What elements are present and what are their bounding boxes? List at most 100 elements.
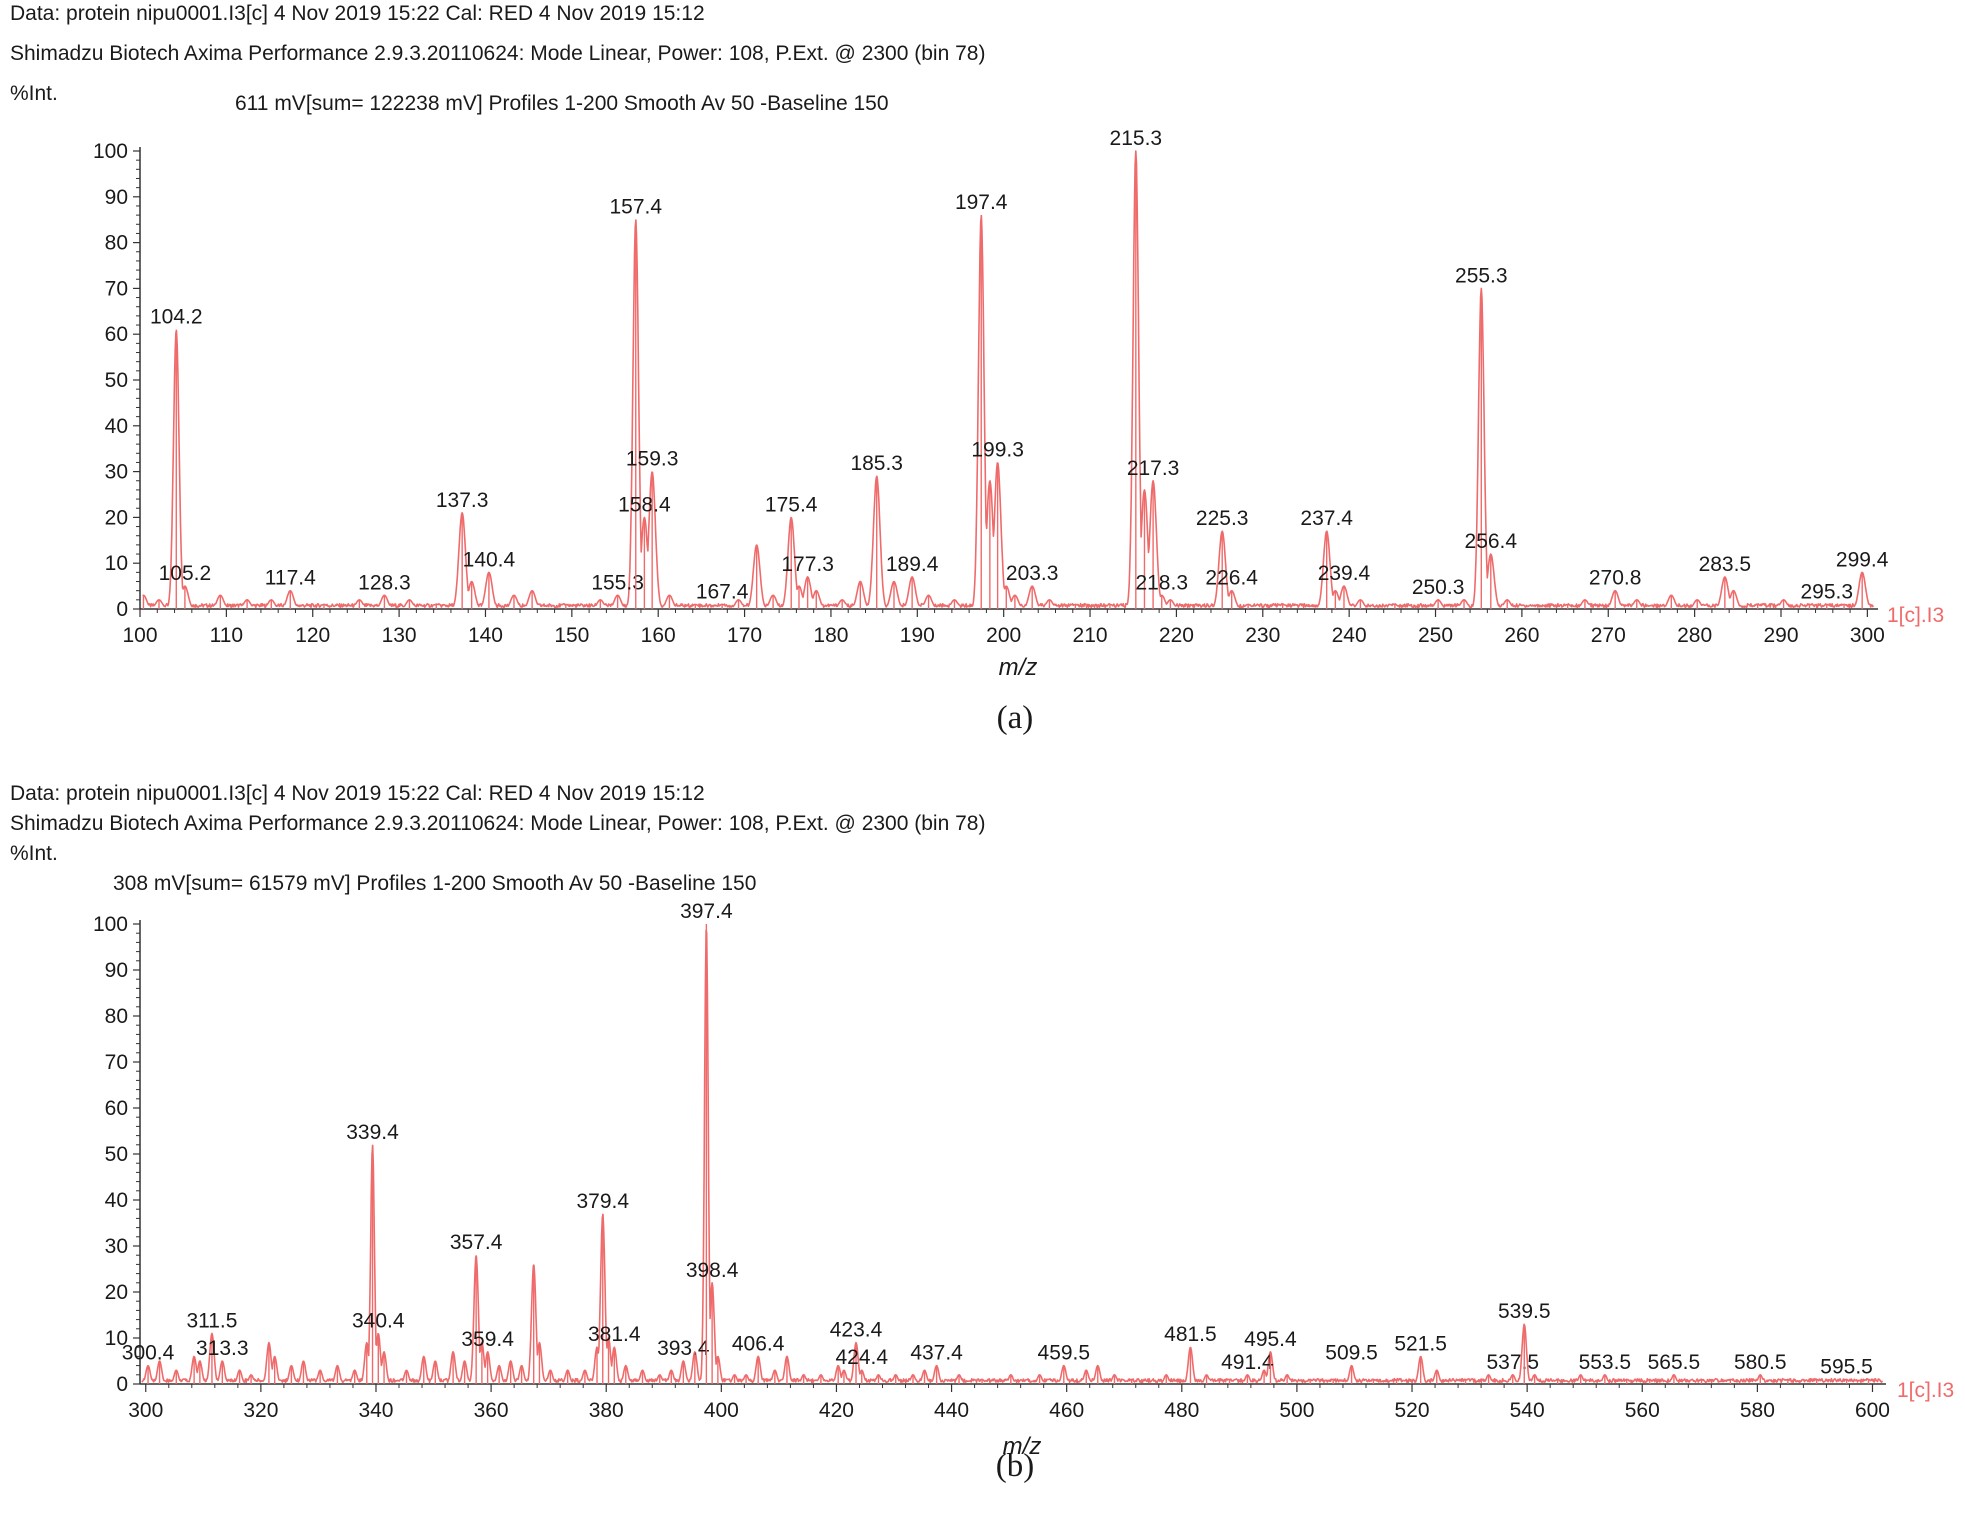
x-tick-label: 360 — [474, 1399, 509, 1422]
y-tick-label: 10 — [105, 552, 128, 575]
peak-label: 189.4 — [886, 553, 939, 576]
x-tick-label: 580 — [1740, 1399, 1775, 1422]
x-tick-label: 230 — [1245, 624, 1280, 647]
x-tick-label: 270 — [1591, 624, 1626, 647]
acquisition-info-line: 611 mV[sum= 122238 mV] Profiles 1-200 Sm… — [235, 92, 889, 115]
y-tick-label: 10 — [105, 1327, 128, 1350]
spectrum-panel-a: Data: protein nipu0001.I3[c] 4 Nov 2019 … — [0, 0, 1965, 757]
peak-label: 313.3 — [196, 1337, 249, 1360]
y-tick-label: 40 — [105, 1189, 128, 1212]
y-tick-label: 30 — [105, 461, 128, 484]
peak-label: 199.3 — [971, 438, 1024, 461]
peak-label: 397.4 — [680, 900, 733, 923]
peak-label: 137.3 — [436, 489, 489, 512]
mass-spectrum-plot-b: 0 10 20 30 40 50 60 70 80 90 100 300 320 340 360 380 400… — [93, 900, 1954, 1460]
x-tick-label: 320 — [243, 1399, 278, 1422]
data-info-line: Data: protein nipu0001.I3[c] 4 Nov 2019 … — [10, 2, 705, 25]
peak-label: 340.4 — [352, 1309, 405, 1332]
peak-label: 237.4 — [1300, 507, 1353, 530]
instrument-info-line: Shimadzu Biotech Axima Performance 2.9.3… — [10, 42, 986, 65]
peak-label: 104.2 — [150, 306, 203, 329]
peak-label: 239.4 — [1318, 562, 1371, 585]
x-tick-label: 180 — [813, 624, 848, 647]
y-tick-label: 20 — [105, 506, 128, 529]
x-tick-label: 250 — [1418, 624, 1453, 647]
peak-label: 256.4 — [1465, 530, 1518, 553]
x-tick-label: 600 — [1855, 1399, 1890, 1422]
y-tick-label: 0 — [116, 1373, 128, 1396]
peak-label: 481.5 — [1164, 1323, 1217, 1346]
y-tick-label: 30 — [105, 1235, 128, 1258]
y-tick-label: 80 — [105, 232, 128, 255]
peak-label: 339.4 — [346, 1121, 399, 1144]
x-axis-label: m/z — [999, 654, 1038, 681]
peak-label: 255.3 — [1455, 264, 1508, 287]
peak-label: 565.5 — [1648, 1351, 1701, 1374]
x-tick-label: 340 — [358, 1399, 393, 1422]
peak-label: 159.3 — [626, 448, 679, 471]
peak-label: 595.5 — [1820, 1355, 1873, 1378]
y-axis-title: %Int. — [10, 82, 58, 105]
x-tick-label: 420 — [819, 1399, 854, 1422]
x-tick-label: 440 — [934, 1399, 969, 1422]
peak-label: 155.3 — [591, 571, 644, 594]
peak-label: 177.3 — [781, 553, 834, 576]
peak-label: 203.3 — [1006, 562, 1059, 585]
peak-label: 423.4 — [830, 1319, 883, 1342]
x-tick-label: 210 — [1073, 624, 1108, 647]
y-tick-label: 100 — [93, 140, 128, 163]
peak-label: 225.3 — [1196, 507, 1249, 530]
spectrum-trace — [141, 929, 1884, 1384]
series-name-label: 1[c].I3 — [1887, 604, 1944, 627]
peak-label: 218.3 — [1135, 571, 1188, 594]
series-name-label: 1[c].I3 — [1897, 1379, 1954, 1402]
x-tick-label: 220 — [1159, 624, 1194, 647]
peak-label: 185.3 — [850, 452, 903, 475]
instrument-info-line: Shimadzu Biotech Axima Performance 2.9.3… — [10, 812, 986, 835]
acquisition-info-line: 308 mV[sum= 61579 mV] Profiles 1-200 Smo… — [113, 872, 757, 895]
peak-label: 283.5 — [1699, 553, 1752, 576]
peak-label: 270.8 — [1589, 567, 1642, 590]
peak-label: 491.4 — [1221, 1351, 1274, 1374]
peak-label: 495.4 — [1244, 1328, 1297, 1351]
x-tick-label: 300 — [1850, 624, 1885, 647]
peak-label: 128.3 — [358, 571, 411, 594]
peak-label: 424.4 — [835, 1346, 888, 1369]
y-axis-title: %Int. — [10, 842, 58, 865]
x-tick-label: 400 — [704, 1399, 739, 1422]
peak-label: 197.4 — [955, 191, 1008, 214]
y-tick-label: 100 — [93, 913, 128, 936]
peak-label: 437.4 — [910, 1342, 963, 1365]
x-tick-label: 150 — [554, 624, 589, 647]
y-tick-label: 40 — [105, 415, 128, 438]
peak-label: 357.4 — [450, 1231, 503, 1254]
peak-label: 580.5 — [1734, 1351, 1787, 1374]
x-tick-label: 380 — [589, 1399, 624, 1422]
y-tick-label: 60 — [105, 323, 128, 346]
y-tick-label: 0 — [116, 598, 128, 621]
peak-label: 381.4 — [588, 1323, 641, 1346]
x-tick-label: 110 — [210, 624, 243, 647]
x-tick-label: 170 — [727, 624, 762, 647]
x-tick-label: 140 — [468, 624, 503, 647]
x-axis-label: m/z — [1003, 1433, 1042, 1460]
x-tick-label: 120 — [295, 624, 330, 647]
x-tick-label: 240 — [1332, 624, 1367, 647]
peak-label: 226.4 — [1205, 567, 1258, 590]
peak-label: 300.4 — [122, 1342, 175, 1365]
peak-label: 175.4 — [765, 493, 818, 516]
peak-label: 140.4 — [463, 548, 516, 571]
data-info-line: Data: protein nipu0001.I3[c] 4 Nov 2019 … — [10, 782, 705, 805]
figure-caption-b: (b) — [995, 1448, 1035, 1484]
spectrum-trace — [142, 150, 1875, 609]
x-tick-label: 460 — [1049, 1399, 1084, 1422]
peak-label: 539.5 — [1498, 1300, 1551, 1323]
peak-label: 379.4 — [576, 1190, 629, 1213]
peak-label: 537.5 — [1486, 1351, 1539, 1374]
peak-label: 250.3 — [1412, 576, 1465, 599]
x-tick-label: 130 — [382, 624, 417, 647]
figure-caption-a: (a) — [996, 700, 1034, 736]
x-tick-label: 290 — [1763, 624, 1798, 647]
peak-label: 105.2 — [159, 562, 212, 585]
y-tick-label: 90 — [105, 959, 128, 982]
